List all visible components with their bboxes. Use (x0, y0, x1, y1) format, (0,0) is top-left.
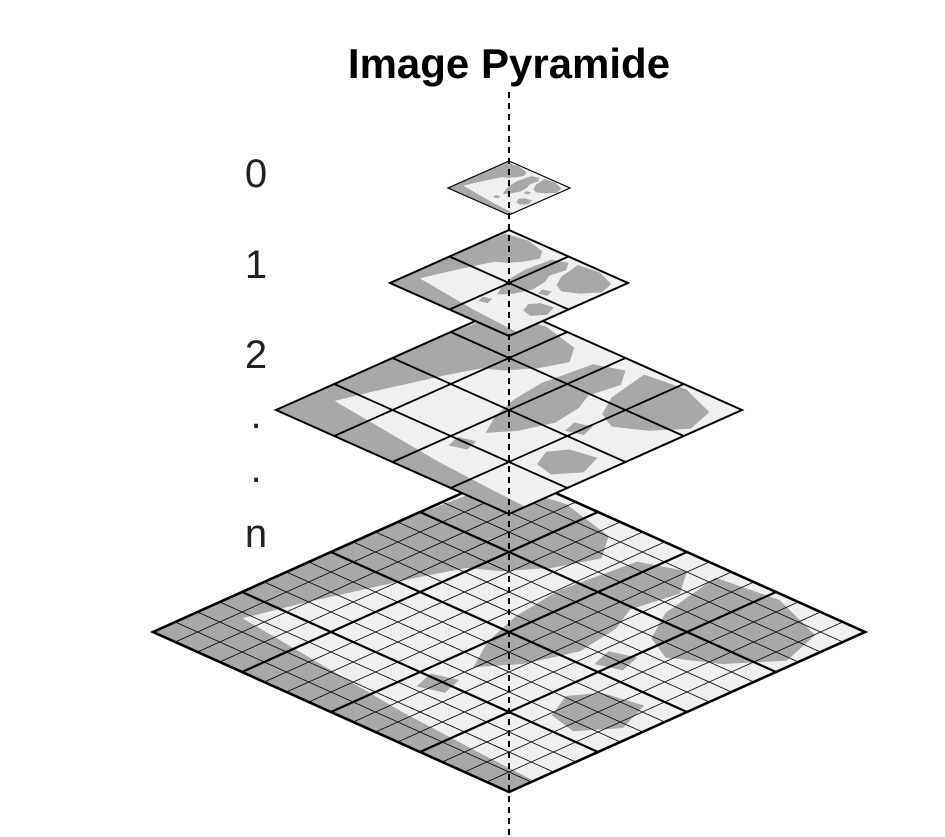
map-land-shape (564, 422, 593, 435)
map-land-shape (523, 191, 531, 195)
map-land-shape (478, 296, 493, 304)
pyramid-layer-n (149, 470, 869, 794)
level-label-dot-2: . (250, 447, 262, 491)
map-land-shape (280, 313, 575, 410)
tile-gridline-major (333, 383, 568, 489)
map-land-shape (651, 577, 816, 664)
level-label-0: 0 (244, 152, 268, 196)
layer-border (149, 470, 869, 794)
tile-gridline-major (392, 357, 626, 463)
level-label-n: n (244, 512, 268, 556)
map-land-shape (533, 178, 562, 194)
diagram-title: Image Pyramide (347, 40, 671, 87)
level-label-2: 2 (244, 333, 268, 377)
map-land-shape (390, 273, 518, 336)
map-land-shape (493, 195, 501, 199)
map-land-shape (523, 303, 555, 316)
map-land-shape (392, 233, 543, 283)
map-land-shape (516, 198, 533, 205)
map-land-shape (416, 673, 460, 693)
pyramid-layer-0 (446, 160, 572, 216)
map-land-shape (449, 162, 527, 188)
pyramid-layer-2 (273, 304, 745, 516)
tile-gridline-major (241, 590, 599, 754)
map-land-shape (160, 483, 609, 632)
map-land-shape (448, 183, 514, 215)
map-land-shape (537, 289, 552, 296)
map-land-shape (594, 651, 638, 671)
tile-gridline-major (450, 383, 685, 489)
map-land-shape (448, 437, 477, 450)
map-land-shape (556, 264, 612, 294)
level-label-dot-1: . (250, 393, 262, 437)
map-land-shape (502, 176, 540, 194)
tile-gridline-major (419, 590, 777, 754)
map-land-shape (536, 449, 598, 475)
level-label-1: 1 (244, 243, 268, 287)
map-land-shape (602, 374, 710, 431)
